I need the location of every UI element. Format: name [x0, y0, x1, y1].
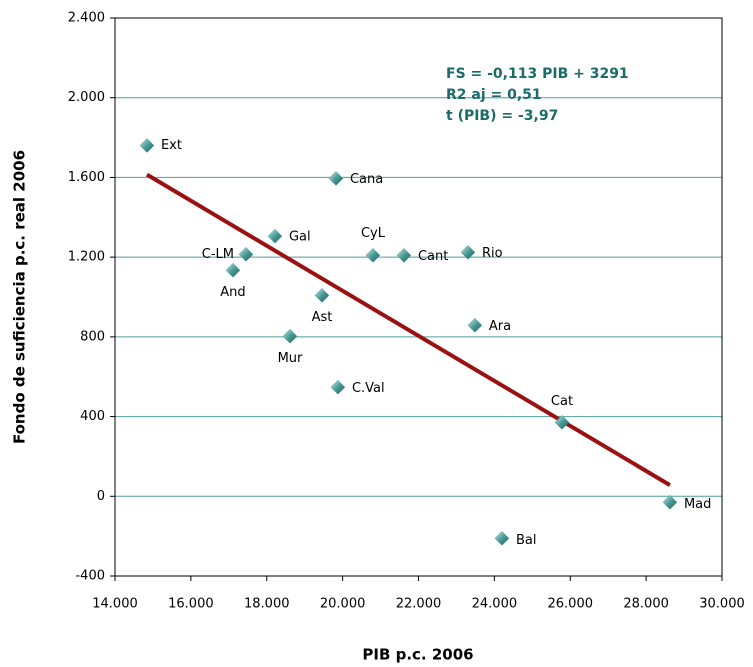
y-tick-label: 2.400	[68, 11, 105, 26]
point	[662, 494, 678, 510]
plot-frame	[114, 17, 723, 577]
point-label: Gal	[289, 230, 311, 245]
point-label: Cana	[350, 172, 383, 187]
point	[225, 262, 241, 278]
point-label: Rio	[482, 246, 503, 261]
point	[238, 246, 254, 262]
point	[494, 530, 510, 546]
point	[467, 317, 483, 333]
y-tick-label: -400	[75, 569, 105, 584]
point-label: Mur	[278, 351, 303, 366]
point	[330, 379, 346, 395]
x-tick-label: 28.000	[623, 597, 669, 612]
point-label: And	[220, 285, 245, 300]
annotation: R2 aj = 0,51	[446, 87, 542, 103]
x-axis-title: PIB p.c. 2006	[362, 646, 473, 664]
fit-line	[145, 172, 671, 487]
point-label: Bal	[516, 533, 537, 548]
point	[328, 171, 344, 186]
y-tick-label: 2.000	[68, 90, 105, 105]
x-tick-label: 20.000	[320, 597, 366, 612]
point-label: Ext	[161, 138, 182, 153]
x-tick-label: 24.000	[472, 597, 518, 612]
y-tick-label: 0	[97, 489, 105, 504]
point-label: CyL	[361, 226, 386, 241]
point	[267, 228, 283, 244]
point-label: Ara	[489, 319, 511, 334]
annotation: FS = -0,113 PIB + 3291	[446, 66, 629, 82]
point	[282, 328, 298, 344]
point-label: Cant	[418, 249, 448, 264]
point-label: C-LM	[202, 247, 234, 262]
point	[460, 245, 476, 260]
x-tick-label: 30.000	[699, 597, 745, 612]
x-tick-label: 16.000	[168, 597, 214, 612]
y-axis-title: Fondo de suficiencia p.c. real 2006	[11, 150, 29, 444]
point-label: C.Val	[352, 381, 385, 396]
point-label: Mad	[684, 497, 711, 512]
point-label: Ast	[312, 310, 333, 325]
y-tick-label: 800	[80, 329, 105, 344]
y-tick-label: 400	[80, 409, 105, 424]
x-tick-label: 18.000	[244, 597, 290, 612]
y-tick-label: 1.200	[68, 250, 105, 265]
point	[396, 247, 412, 263]
y-tick-label: 1.600	[68, 170, 105, 185]
point	[554, 414, 570, 430]
point	[139, 138, 155, 153]
point-label: Cat	[551, 394, 573, 409]
point	[314, 288, 330, 303]
x-tick-label: 22.000	[396, 597, 442, 612]
annotation: t (PIB) = -3,97	[446, 108, 558, 124]
point	[365, 247, 381, 263]
x-tick-label: 14.000	[92, 597, 138, 612]
x-tick-label: 26.000	[548, 597, 594, 612]
